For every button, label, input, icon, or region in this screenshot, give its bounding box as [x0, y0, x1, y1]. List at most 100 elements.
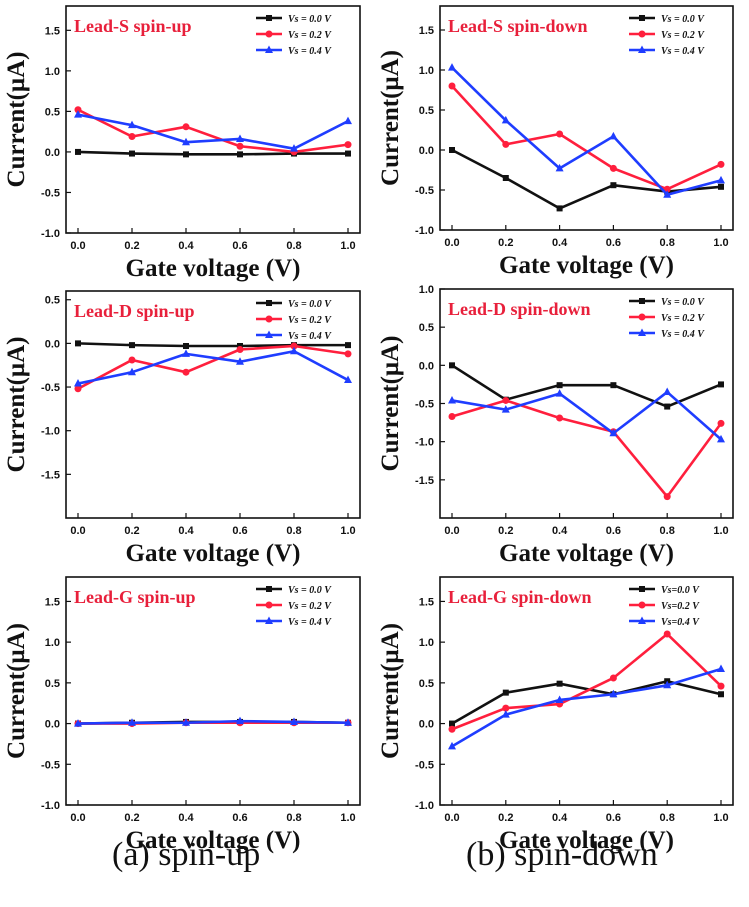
legend-marker — [638, 30, 646, 38]
legend-label: Vs = 0.4 V — [661, 46, 705, 57]
data-point — [502, 704, 510, 712]
data-point — [128, 718, 136, 726]
data-point — [182, 368, 190, 376]
y-tick-label: 1.0 — [419, 284, 434, 296]
data-point — [502, 140, 510, 148]
y-tick-label: -0.5 — [415, 759, 434, 771]
legend-label: Vs = 0.4 V — [288, 617, 332, 628]
caption-spin-up: (a) spin-up — [112, 836, 261, 873]
chart-panel-6: 1.5 1.0 0.5 0.0 -0.5 -1.0 0.0 0.2 0.4 0.6 0.8 1.0 Ga… — [377, 576, 734, 854]
legend-label: Vs = 0.4 V — [661, 329, 705, 340]
x-tick-label: 0.4 — [178, 240, 194, 252]
y-tick-label: 0.5 — [419, 678, 434, 690]
chart-title: Lead-D spin-down — [448, 299, 591, 319]
x-tick-label: 0.0 — [444, 525, 459, 537]
plot-frame — [439, 5, 734, 231]
data-point — [718, 381, 724, 388]
y-tick-label: -1.5 — [415, 475, 434, 487]
data-point — [609, 674, 617, 682]
legend-marker — [265, 45, 273, 53]
data-point — [448, 741, 456, 750]
chart-title: Lead-S spin-down — [448, 16, 588, 36]
data-point — [609, 131, 618, 140]
x-tick-label: 0.6 — [232, 240, 247, 252]
data-point — [663, 680, 672, 689]
data-point — [128, 356, 136, 364]
x-tick-label: 0.6 — [232, 812, 247, 824]
legend-marker — [639, 586, 645, 592]
y-tick-label: -0.5 — [41, 187, 60, 199]
data-point — [182, 718, 190, 726]
x-tick-label: 0.2 — [498, 525, 513, 537]
data-point — [502, 175, 509, 181]
legend-marker — [265, 616, 273, 624]
y-axis-label: Current(μA) — [377, 336, 404, 472]
legend-label: Vs = 0.4 V — [288, 46, 332, 57]
x-tick-label: 0.4 — [178, 525, 194, 537]
y-axis-label: Current(μA) — [3, 52, 30, 188]
x-axis-label: Gate voltage (V) — [499, 252, 674, 279]
series-line-3 — [77, 719, 349, 725]
y-tick-label: 0.5 — [45, 106, 60, 118]
legend-marker — [638, 313, 646, 321]
x-tick-label: 0.6 — [606, 812, 621, 824]
x-tick-label: 0.8 — [286, 812, 301, 824]
data-point — [609, 164, 617, 172]
data-point — [74, 379, 82, 387]
x-tick-label: 1.0 — [713, 237, 728, 249]
data-point — [663, 387, 672, 396]
data-point — [236, 142, 244, 150]
data-point — [448, 412, 456, 420]
y-axis-label: Current(μA) — [3, 337, 30, 473]
data-point — [717, 160, 725, 168]
x-tick-label: 0.8 — [286, 525, 301, 537]
x-tick-label: 1.0 — [340, 812, 355, 824]
y-tick-label: 0.0 — [419, 719, 434, 731]
series-line-2 — [77, 344, 349, 390]
legend-label: Vs = 0.2 V — [661, 313, 705, 324]
data-point — [182, 137, 190, 146]
series-line-1 — [451, 364, 722, 408]
x-tick-label: 0.2 — [124, 240, 139, 252]
data-point — [609, 428, 618, 437]
plot-frame — [65, 5, 361, 234]
chart-panel-3: 0.5 0.0 -0.5 -1.0 -1.5 0.0 0.2 0.4 0.6 0.8 1.0 Gate… — [3, 290, 361, 567]
y-tick-label: 1.0 — [45, 66, 60, 78]
x-tick-label: 0.6 — [606, 525, 621, 537]
data-point — [663, 185, 671, 193]
series-line-2 — [451, 399, 723, 498]
data-point — [75, 340, 81, 347]
y-tick-label: 0.0 — [419, 360, 434, 372]
y-tick-label: 0.5 — [45, 295, 60, 307]
x-tick-label: 0.4 — [178, 812, 194, 824]
legend-label: Vs = 0.0 V — [661, 14, 705, 25]
data-point — [717, 175, 725, 184]
x-tick-label: 0.4 — [552, 237, 568, 249]
data-point — [237, 151, 243, 158]
legend-marker — [266, 300, 272, 306]
series-line-2 — [451, 85, 722, 191]
data-point — [75, 148, 81, 155]
data-point — [128, 367, 136, 376]
data-point — [182, 123, 190, 131]
series-line-1 — [77, 342, 348, 348]
legend-marker — [266, 15, 272, 21]
legend-marker — [265, 601, 273, 609]
y-tick-label: 1.5 — [45, 25, 60, 37]
x-axis-label: Gate voltage (V) — [499, 827, 674, 854]
legend-marker — [265, 315, 273, 323]
data-point — [236, 357, 244, 365]
plot-frame — [65, 290, 361, 519]
series-line-1 — [451, 148, 722, 210]
data-point — [556, 382, 563, 389]
series-line-3 — [451, 66, 722, 197]
data-point — [449, 147, 455, 153]
x-tick-label: 0.8 — [660, 812, 675, 824]
data-point — [556, 414, 564, 422]
data-point — [663, 630, 671, 638]
x-tick-label: 1.0 — [713, 812, 728, 824]
data-point — [501, 115, 510, 124]
data-point — [717, 682, 725, 690]
legend-label: Vs=0.4 V — [661, 617, 700, 628]
